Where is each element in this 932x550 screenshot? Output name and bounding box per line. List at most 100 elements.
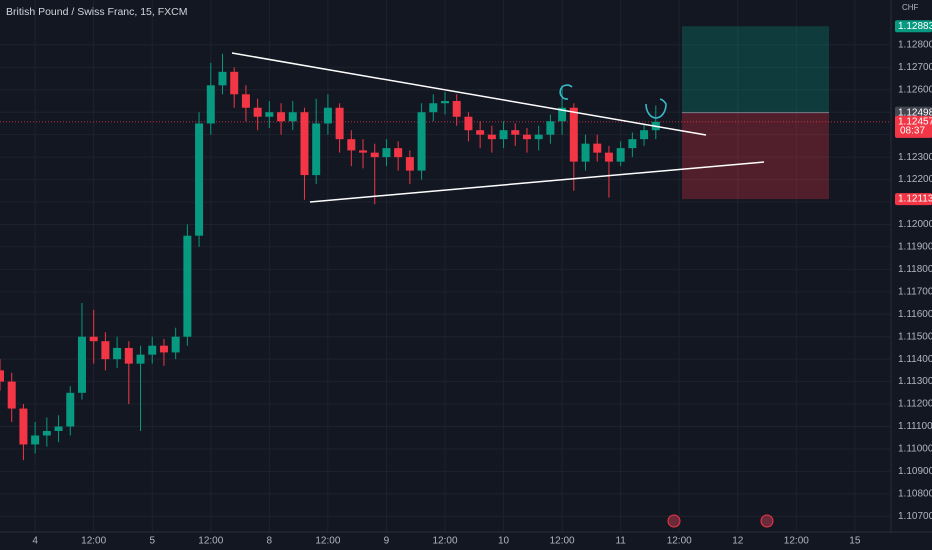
price-tag-label: 1.12457: [898, 117, 932, 128]
candle-body: [522, 134, 531, 140]
highlight-circle: [645, 98, 667, 119]
candle-body: [101, 341, 110, 360]
x-tick-label: 11: [615, 536, 626, 547]
candle-body: [429, 103, 438, 113]
candle-body: [323, 107, 332, 124]
event-icon[interactable]: [667, 514, 681, 528]
candle-body: [534, 134, 543, 140]
y-tick-label: 1.11800: [898, 264, 932, 275]
candle-body: [464, 116, 473, 131]
price-tag: [895, 115, 932, 138]
candle-body: [359, 150, 368, 153]
x-tick-label: 12:00: [550, 536, 575, 547]
candle-body: [7, 381, 16, 409]
y-tick-label: 1.12000: [898, 219, 932, 230]
candle-body: [66, 392, 75, 427]
price-tag-label: 1.12498: [898, 107, 932, 118]
candle-body: [159, 345, 168, 353]
candle-body: [417, 112, 426, 171]
take-profit-zone: [682, 26, 829, 113]
candle-body: [628, 139, 637, 149]
candle-body: [499, 130, 508, 140]
grid: [0, 0, 890, 532]
price-tag: [895, 20, 932, 33]
candle-body: [171, 336, 180, 353]
y-tick-label: 1.10900: [898, 466, 932, 477]
candle-body: [288, 112, 297, 122]
candle-body: [218, 71, 227, 86]
x-tick-label: 12:00: [198, 536, 223, 547]
candle-body: [183, 235, 192, 337]
x-tick-label: 15: [849, 536, 861, 547]
candle-body: [640, 130, 649, 140]
candle-body: [347, 139, 356, 151]
stop-loss-zone: [682, 112, 829, 200]
candle-body: [31, 435, 40, 445]
x-tick-label: 12:00: [81, 536, 106, 547]
x-tick-label: 10: [498, 536, 510, 547]
y-tick-label: 1.11900: [898, 242, 932, 253]
x-tick-label: 12: [732, 536, 744, 547]
candle-body: [277, 112, 286, 122]
candle-body: [593, 143, 602, 153]
y-tick-label: 1.12600: [898, 84, 932, 95]
candle-body: [558, 107, 567, 122]
candle-body: [441, 101, 449, 104]
candle-body: [265, 112, 274, 117]
candle-body: [195, 123, 204, 236]
candle-body: [581, 143, 590, 162]
candle-body: [511, 130, 520, 135]
countdown: 08:37: [900, 126, 925, 137]
chart-title: British Pound / Swiss Franc, 15, FXCM: [6, 6, 187, 18]
trendline: [309, 161, 765, 203]
price-tag-label: 1.12113: [898, 194, 932, 205]
candle-body: [312, 123, 321, 176]
candle-body: [241, 94, 250, 108]
highlight-circle: [559, 84, 573, 100]
event-icon[interactable]: [667, 514, 774, 528]
price-tag: [895, 193, 932, 206]
trendline: [231, 52, 707, 136]
y-tick-label: 1.11100: [898, 421, 932, 432]
y-tick-label: 1.10700: [898, 511, 932, 522]
x-tick-label: 5: [149, 536, 155, 547]
candle-body: [452, 101, 461, 117]
candle-body: [476, 130, 485, 135]
candle-body: [89, 336, 98, 342]
y-tick-label: 1.11300: [898, 376, 932, 387]
y-tick-label: 1.12800: [898, 40, 932, 51]
candle-body: [19, 408, 28, 445]
candle-body: [230, 71, 239, 95]
y-tick-label: 1.12700: [898, 62, 932, 73]
candle-body: [546, 121, 555, 135]
candle-body: [148, 345, 157, 355]
drawings: [231, 52, 765, 203]
candle-body: [77, 336, 86, 393]
y-tick-label: 1.11400: [898, 354, 932, 365]
x-tick-label: 12:00: [315, 536, 340, 547]
y-tick-label: 1.12300: [898, 152, 932, 163]
candle-body: [113, 347, 122, 360]
position-zones: [0, 26, 890, 200]
price-tag: [895, 106, 932, 119]
event-icon[interactable]: [760, 514, 774, 528]
price-axis: [891, 0, 932, 550]
candle-body: [569, 107, 578, 162]
x-tick-label: 12:00: [432, 536, 457, 547]
candle-body: [42, 430, 51, 436]
candle-body: [382, 148, 391, 158]
candle-body: [616, 148, 625, 162]
y-tick-label: 1.11200: [898, 399, 932, 410]
axes: 1.10700 1.10800 1.10900 1.11000 1.11100 1.112…: [32, 20, 932, 547]
x-tick-label: 12:00: [784, 536, 809, 547]
x-tick-label: 9: [384, 536, 390, 547]
y-tick-label: 1.11500: [898, 331, 932, 342]
candle-body: [253, 107, 262, 117]
y-tick-label: 1.11000: [898, 444, 932, 455]
candle-body: [0, 370, 4, 382]
x-tick-label: 12:00: [667, 536, 692, 547]
candle-body: [405, 157, 414, 171]
candle-body: [604, 152, 613, 162]
